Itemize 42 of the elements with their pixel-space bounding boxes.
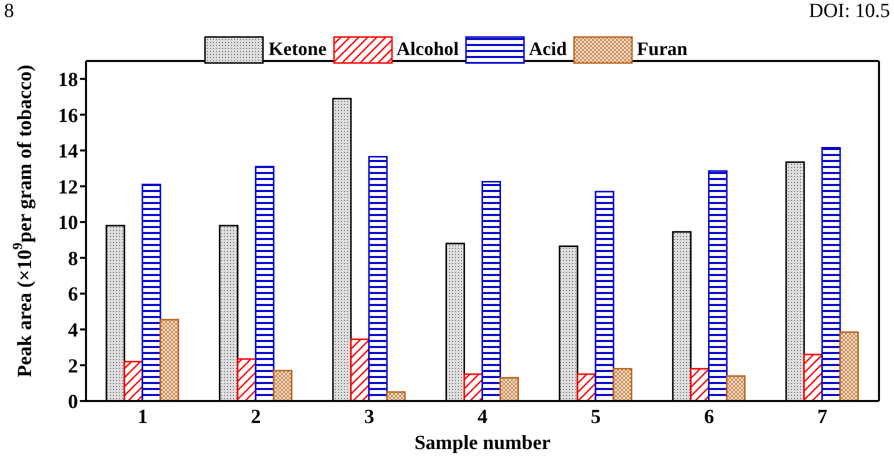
- x-tick-label: 1: [138, 406, 148, 428]
- x-tick-label: 7: [817, 406, 828, 428]
- bar: [690, 368, 710, 401]
- y-tick-label: 8: [68, 248, 78, 270]
- bar: [708, 170, 728, 401]
- y-tick-label: 10: [58, 212, 78, 234]
- bar: [272, 370, 292, 401]
- x-tick-label: 5: [590, 406, 601, 428]
- x-tick-label: 3: [364, 406, 374, 428]
- bar: [839, 331, 859, 401]
- text: DOI: 10.5: [808, 0, 890, 23]
- bar: [254, 166, 274, 401]
- bar: [368, 156, 388, 401]
- y-tick-label: 4: [68, 320, 78, 342]
- bar: [594, 190, 614, 401]
- bar: [142, 184, 162, 401]
- y-tick-label: 12: [58, 176, 78, 198]
- text: 8: [4, 0, 14, 23]
- bar: [821, 147, 841, 401]
- y-tick-label: 2: [68, 355, 78, 378]
- bar: [612, 368, 632, 401]
- y-tick-label: 14: [58, 140, 78, 163]
- legend-label: Alcohol: [396, 39, 459, 61]
- bar: [160, 318, 180, 401]
- x-axis-title: Sample number: [414, 432, 551, 454]
- y-tick-label: 18: [58, 68, 78, 91]
- bar: [236, 358, 256, 401]
- x-tick-label: 6: [704, 406, 714, 428]
- y-tick-label: 0: [68, 391, 78, 414]
- y-tick-label: 16: [58, 104, 78, 127]
- bar: [803, 354, 823, 401]
- bar: [350, 338, 370, 401]
- bar: [726, 375, 746, 401]
- legend-label: Ketone: [268, 39, 327, 61]
- x-tick-label: 2: [250, 406, 261, 428]
- bar: [482, 181, 501, 401]
- legend-label: Furan: [636, 39, 688, 61]
- bar: [124, 360, 144, 401]
- y-tick-label: 6: [68, 284, 78, 306]
- x-tick-label: 4: [478, 406, 488, 428]
- legend-label: Acid: [528, 39, 567, 61]
- bar: [500, 376, 519, 401]
